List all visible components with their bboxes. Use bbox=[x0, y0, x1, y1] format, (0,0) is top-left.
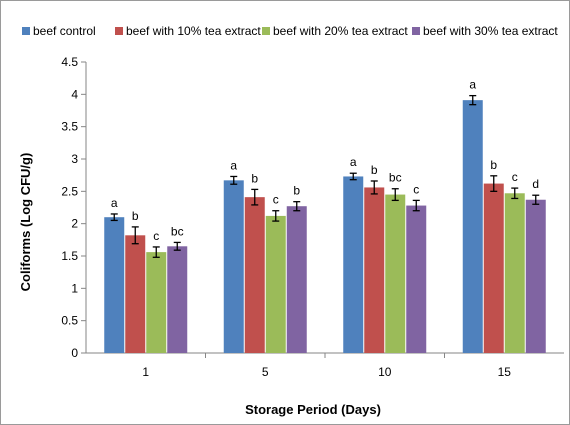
significance-label: c bbox=[413, 182, 419, 196]
legend-swatch bbox=[412, 27, 420, 35]
x-tick-label: 10 bbox=[378, 365, 392, 379]
significance-label: bc bbox=[171, 224, 184, 238]
significance-label: bc bbox=[389, 171, 402, 185]
x-axis-title: Storage Period (Days) bbox=[245, 402, 381, 417]
x-tick-label: 1 bbox=[142, 365, 149, 379]
bar-beef-control bbox=[104, 217, 125, 353]
legend-swatch bbox=[22, 27, 30, 35]
bar-beef-with-10-tea-extract bbox=[125, 235, 146, 353]
legend-label: beef with 10% tea extract bbox=[126, 24, 261, 38]
significance-label: b bbox=[132, 209, 139, 223]
bar-beef-with-10-tea-extract bbox=[364, 187, 385, 353]
bar-beef-with-20-tea-extract bbox=[385, 194, 406, 353]
significance-label: b bbox=[251, 171, 258, 185]
significance-label: c bbox=[273, 193, 279, 207]
legend-label: beef control bbox=[33, 24, 96, 38]
bar-beef-with-10-tea-extract bbox=[483, 183, 504, 353]
bar-beef-control bbox=[343, 176, 364, 353]
bar-beef-with-20-tea-extract bbox=[146, 252, 167, 353]
bar-beef-with-30-tea-extract bbox=[525, 199, 546, 353]
bar-beef-with-20-tea-extract bbox=[504, 193, 525, 353]
bar-beef-with-30-tea-extract bbox=[406, 205, 427, 353]
legend-swatch bbox=[115, 27, 123, 35]
y-tick-label: 0 bbox=[71, 346, 78, 360]
y-axis-title: Coliforms (Log CFU/g) bbox=[18, 153, 33, 292]
bar-beef-with-20-tea-extract bbox=[265, 215, 286, 353]
significance-label: b bbox=[490, 158, 497, 172]
y-tick-label: 3 bbox=[71, 152, 78, 166]
significance-label: a bbox=[469, 78, 476, 92]
legend-label: beef with 30% tea extract bbox=[423, 24, 558, 38]
bar-beef-with-10-tea-extract bbox=[244, 197, 265, 353]
y-tick-label: 3.5 bbox=[61, 120, 78, 134]
y-tick-label: 2 bbox=[71, 217, 78, 231]
bar-beef-control bbox=[462, 100, 483, 353]
legend-label: beef with 20% tea extract bbox=[273, 24, 408, 38]
x-tick-label: 15 bbox=[498, 365, 512, 379]
x-tick-label: 5 bbox=[262, 365, 269, 379]
y-tick-label: 4.5 bbox=[61, 55, 78, 69]
significance-label: b bbox=[371, 163, 378, 177]
significance-label: a bbox=[230, 158, 237, 172]
bar-beef-with-30-tea-extract bbox=[286, 206, 307, 353]
y-tick-label: 4 bbox=[71, 87, 78, 101]
significance-label: c bbox=[512, 170, 518, 184]
significance-label: c bbox=[153, 229, 159, 243]
y-tick-label: 1.5 bbox=[61, 249, 78, 263]
y-tick-label: 1 bbox=[71, 281, 78, 295]
significance-label: a bbox=[111, 196, 118, 210]
legend: beef control beef with 10% tea extract bee… bbox=[22, 24, 558, 38]
bar-beef-control bbox=[223, 180, 244, 353]
y-tick-label: 2.5 bbox=[61, 184, 78, 198]
legend-swatch bbox=[262, 27, 270, 35]
bar-beef-with-30-tea-extract bbox=[167, 246, 188, 353]
significance-label: d bbox=[532, 177, 539, 191]
significance-label: a bbox=[350, 155, 357, 169]
y-tick-label: 0.5 bbox=[61, 314, 78, 328]
significance-label: b bbox=[293, 184, 300, 198]
